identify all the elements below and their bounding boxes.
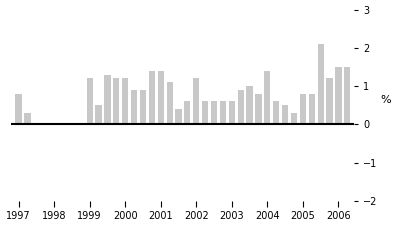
Y-axis label: %: % [381,95,391,105]
Bar [335,67,341,124]
Bar [300,94,306,124]
Bar [104,75,110,124]
Bar [308,94,315,124]
Bar [211,101,217,124]
Bar [24,113,31,124]
Bar [122,79,128,124]
Bar [237,90,244,124]
Bar [247,86,252,124]
Bar [344,67,351,124]
Bar [149,71,155,124]
Bar [95,105,102,124]
Bar [166,82,173,124]
Bar [273,101,279,124]
Bar [229,101,235,124]
Bar [184,101,191,124]
Bar [282,105,288,124]
Bar [264,71,270,124]
Bar [15,94,22,124]
Bar [193,79,199,124]
Bar [255,94,262,124]
Bar [202,101,208,124]
Bar [175,109,181,124]
Bar [87,79,93,124]
Bar [318,44,324,124]
Bar [220,101,226,124]
Bar [140,90,146,124]
Bar [113,79,119,124]
Bar [158,71,164,124]
Bar [326,79,333,124]
Bar [291,113,297,124]
Bar [131,90,137,124]
